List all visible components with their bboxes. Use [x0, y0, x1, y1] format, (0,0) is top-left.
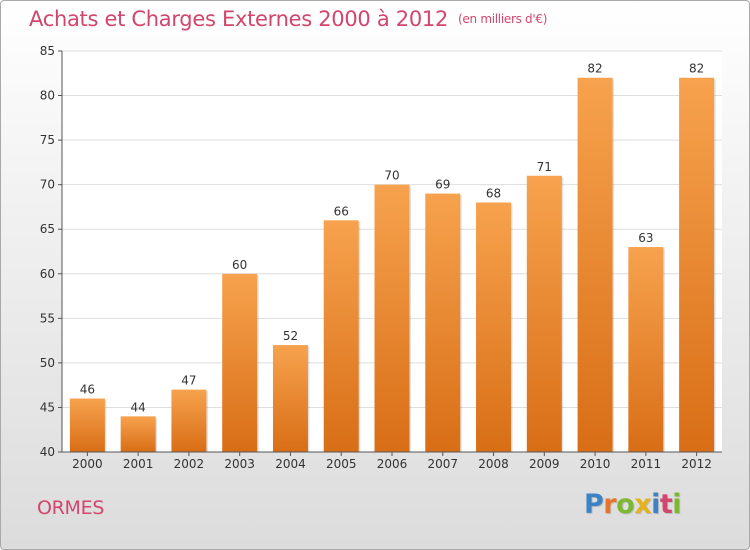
- x-tick-label: 2003: [224, 457, 255, 471]
- bar-value-label: 47: [181, 374, 196, 388]
- x-tick-label: 2009: [529, 457, 560, 471]
- x-tick-label: 2001: [123, 457, 154, 471]
- bar-value-label: 82: [689, 62, 704, 76]
- logo-letter: r: [603, 489, 617, 520]
- y-tick-label: 70: [40, 178, 55, 192]
- bar: [526, 175, 562, 452]
- logo-letter: P: [584, 489, 604, 520]
- bar-value-label: 68: [486, 186, 501, 200]
- x-tick-label: 2005: [326, 457, 357, 471]
- chart-subtitle: (en milliers d'€): [458, 12, 548, 26]
- y-tick-label: 80: [40, 89, 55, 103]
- logo-letter: x: [634, 489, 652, 520]
- bar: [120, 416, 156, 452]
- bar-value-label: 82: [587, 62, 602, 76]
- bar: [323, 220, 359, 452]
- bars: 46 44 47 60 52 66 70 69 68 71 82 63 82: [69, 62, 716, 453]
- x-tick-label: 2004: [275, 457, 306, 471]
- x-tick-label: 2008: [478, 457, 509, 471]
- bar: [679, 77, 715, 452]
- bar-value-label: 44: [131, 400, 146, 414]
- y-tick-label: 55: [40, 311, 55, 325]
- bar: [222, 273, 258, 452]
- bar-value-label: 69: [435, 178, 450, 192]
- bar-value-label: 60: [232, 258, 247, 272]
- bar-value-label: 66: [334, 204, 349, 218]
- chart-title-text: Achats et Charges Externes 2000 à 2012: [29, 7, 449, 31]
- bar: [577, 77, 613, 452]
- bar-value-label: 71: [537, 160, 552, 174]
- y-tick-label: 40: [40, 445, 55, 459]
- x-tick-label: 2012: [681, 457, 712, 471]
- x-tick-label: 2011: [631, 457, 662, 471]
- bar: [476, 202, 512, 452]
- bar-value-label: 70: [384, 169, 399, 183]
- bar-value-label: 46: [80, 383, 95, 397]
- x-tick-label: 2002: [174, 457, 205, 471]
- y-tick-label: 50: [40, 356, 55, 370]
- bar: [374, 184, 410, 452]
- logo-letter: o: [616, 489, 635, 520]
- bar-value-label: 52: [283, 329, 298, 343]
- y-tick-label: 85: [40, 44, 55, 58]
- logo-letter: i: [651, 489, 660, 520]
- commune-name: ORMES: [37, 497, 105, 519]
- y-tick-label: 75: [40, 133, 55, 147]
- x-tick-label: 2000: [72, 457, 103, 471]
- logo-letter: t: [659, 489, 673, 520]
- y-tick-label: 60: [40, 267, 55, 281]
- x-tick-label: 2007: [427, 457, 458, 471]
- y-tick-label: 45: [40, 400, 55, 414]
- bar: [628, 247, 664, 452]
- bar: [425, 193, 461, 453]
- logo-letter: i: [672, 489, 682, 520]
- bar-value-label: 63: [638, 231, 653, 245]
- chart-title: Achats et Charges Externes 2000 à 2012 (e…: [29, 7, 547, 31]
- bar: [171, 389, 207, 452]
- proxiti-logo: Proxiti: [584, 489, 682, 520]
- axes: 40 45 50 55 60 65 70 75 80 85 2000 2001 2002 2003 2004…: [40, 44, 722, 471]
- x-tick-label: 2006: [377, 457, 408, 471]
- bar: [69, 398, 105, 452]
- y-tick-label: 65: [40, 222, 55, 236]
- x-tick-label: 2010: [580, 457, 611, 471]
- bar: [272, 345, 308, 452]
